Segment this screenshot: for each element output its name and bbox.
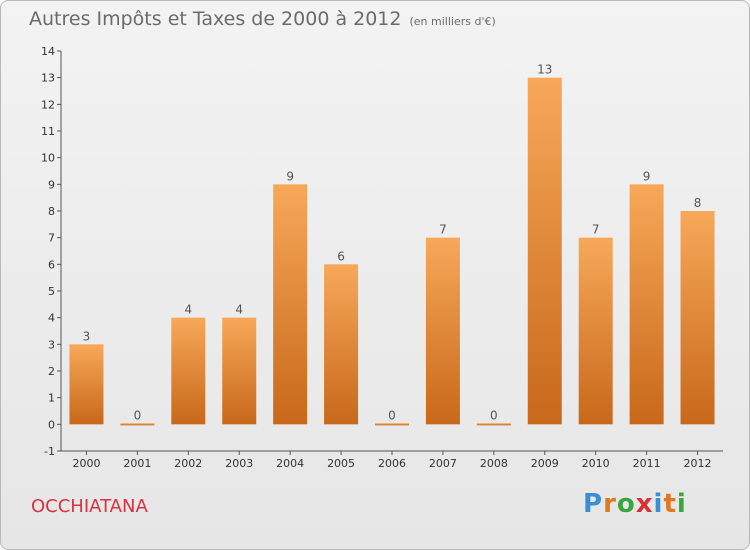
y-tick-label: 10 [41, 152, 55, 165]
y-tick-label: 8 [48, 205, 55, 218]
bar-2006 [375, 423, 409, 426]
data-label: 7 [592, 223, 600, 237]
y-tick-label: 13 [41, 72, 55, 85]
y-tick-label: 11 [41, 125, 55, 138]
data-label: 6 [337, 249, 345, 263]
data-label: 9 [643, 169, 651, 183]
logo-letter: r [603, 489, 617, 519]
y-tick-label: -1 [44, 445, 55, 458]
bar-2007 [425, 237, 460, 425]
data-label: 4 [184, 303, 192, 317]
y-tick-label: 14 [41, 45, 55, 58]
y-tick-label: 4 [48, 312, 55, 325]
data-label: 0 [134, 408, 142, 422]
x-tick-label: 2001 [123, 457, 151, 470]
x-tick-label: 2000 [72, 457, 100, 470]
data-label: 0 [388, 408, 396, 422]
logo-letter: o [616, 489, 636, 519]
bar-2001 [120, 423, 155, 426]
chart-subtitle: (en milliers d'€) [409, 15, 496, 28]
data-label: 3 [83, 329, 91, 343]
bar-2008 [476, 423, 511, 426]
y-tick-label: 12 [41, 98, 55, 111]
x-tick-label: 2004 [276, 457, 304, 470]
bar-2012 [680, 211, 715, 425]
y-tick-label: 6 [48, 258, 55, 271]
data-label: 4 [235, 303, 243, 317]
proxiti-logo[interactable]: Proxiti [583, 489, 687, 519]
y-tick-label: 7 [48, 232, 55, 245]
x-tick-label: 2011 [633, 457, 661, 470]
logo-letter: P [583, 489, 604, 519]
data-label: 0 [490, 408, 498, 422]
bar-2009 [527, 77, 562, 425]
y-tick-label: 1 [48, 392, 55, 405]
y-tick-label: 5 [48, 285, 55, 298]
place-name: OCCHIATANA [31, 496, 148, 517]
x-tick-label: 2003 [225, 457, 253, 470]
x-tick-label: 2010 [582, 457, 610, 470]
logo-letter: t [663, 489, 677, 519]
y-tick-label: 9 [48, 178, 55, 191]
x-tick-label: 2007 [429, 457, 457, 470]
chart-title: Autres Impôts et Taxes de 2000 à 2012 (en… [29, 8, 496, 30]
x-tick-label: 2006 [378, 457, 406, 470]
logo-letter: i [676, 489, 687, 519]
bar-2003 [222, 317, 257, 425]
chart-title-text: Autres Impôts et Taxes de 2000 à 2012 [29, 8, 402, 30]
logo-letter: x [635, 489, 654, 519]
y-tick-label: 3 [48, 338, 55, 351]
bar-2000 [69, 344, 104, 425]
bar-2002 [171, 317, 206, 425]
bar-2011 [629, 184, 664, 425]
chart-labels: 2000 3 2001 0 2002 4 2003 4 2004 9 2005 6 2006 0 2007 7… [72, 63, 711, 470]
y-tick-label: 0 [48, 418, 55, 431]
x-tick-label: 2012 [684, 457, 712, 470]
bar-2005 [324, 264, 359, 425]
logo-letter: i [653, 489, 664, 519]
x-tick-label: 2009 [531, 457, 559, 470]
x-tick-label: 2008 [480, 457, 508, 470]
data-label: 7 [439, 223, 447, 237]
bar-2010 [578, 237, 613, 425]
data-label: 9 [286, 169, 294, 183]
x-tick-label: 2005 [327, 457, 355, 470]
data-label: 8 [694, 196, 702, 210]
bar-2004 [273, 184, 308, 425]
y-tick-label: 2 [48, 365, 55, 378]
x-tick-label: 2002 [174, 457, 202, 470]
chart-bars [69, 77, 715, 426]
data-label: 13 [537, 63, 552, 77]
